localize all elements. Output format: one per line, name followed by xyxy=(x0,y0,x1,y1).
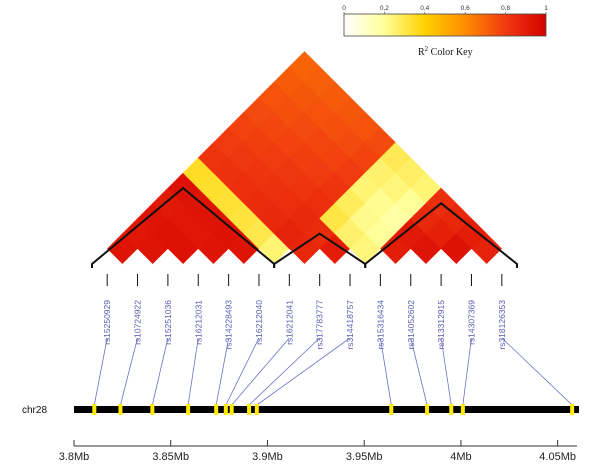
snp-label: rs15250929 xyxy=(102,300,112,345)
snp-connector xyxy=(231,337,290,406)
snp-marker xyxy=(223,404,228,415)
snp-markers xyxy=(92,404,575,415)
color-key-bar xyxy=(343,13,547,37)
snp-marker xyxy=(186,404,191,415)
color-key-ticks: 0 0,2 0,4 0,6 0,8 1 xyxy=(342,5,548,14)
color-key-tick-label: 0,4 xyxy=(420,5,429,12)
snp-label: rs16212040 xyxy=(254,300,264,345)
snp-marker xyxy=(214,404,219,415)
snp-tick-marks xyxy=(106,274,503,286)
diagonal-gap xyxy=(365,248,396,264)
snp-label: rs16212041 xyxy=(284,300,294,345)
diagonal-gap xyxy=(152,248,184,264)
axis-tick-label: 4Mb xyxy=(450,451,471,463)
color-key-tick-label: 0,6 xyxy=(461,5,470,12)
ld-heatmap xyxy=(92,51,517,265)
snp-connector xyxy=(151,337,169,406)
color-key: 0 0,2 0,4 0,6 0,8 1 R2 Color Key xyxy=(342,5,548,58)
diagonal-gap xyxy=(425,248,457,264)
haplotype-block-outline xyxy=(364,202,518,268)
snp-labels: rs15250929 rs10724922 rs15251036 rs16212031… xyxy=(102,300,507,350)
snp-connector xyxy=(440,337,452,406)
snp-label: rs317783777 xyxy=(315,300,325,350)
diagonal-gap xyxy=(304,248,335,264)
diagonal-gap xyxy=(243,248,275,264)
color-key-tick-label: 0 xyxy=(342,5,346,12)
snp-label: rs318126353 xyxy=(497,300,507,350)
diagonal-gap xyxy=(92,248,123,264)
snp-connector xyxy=(256,337,351,406)
chromosome-label: chr28 xyxy=(22,405,47,416)
snp-connector xyxy=(225,337,260,406)
color-key-title: R2 Color Key xyxy=(418,45,473,58)
snp-label: rs315316434 xyxy=(375,300,385,350)
diagonal-gap xyxy=(456,248,487,264)
axis-tick-label: 3.85Mb xyxy=(152,451,189,463)
snp-connector xyxy=(462,337,472,406)
color-key-tick-label: 0,8 xyxy=(501,5,510,12)
diagonal-gap xyxy=(274,248,305,264)
diagonal-gap xyxy=(486,248,517,264)
snp-position-connectors xyxy=(93,337,573,406)
diagonal-gap xyxy=(122,248,153,264)
snp-connector xyxy=(501,337,573,406)
snp-label: rs313312915 xyxy=(436,300,446,350)
snp-connector xyxy=(379,337,392,406)
snp-marker xyxy=(229,404,234,415)
snp-label: rs314418757 xyxy=(345,300,355,350)
diagonal-gap xyxy=(395,248,426,264)
snp-marker xyxy=(247,404,252,415)
chromosome-bar xyxy=(74,406,579,413)
snp-connector xyxy=(187,337,199,406)
snp-marker xyxy=(150,404,155,415)
snp-marker xyxy=(389,404,394,415)
snp-connector xyxy=(248,337,320,406)
snp-label: rs314228493 xyxy=(224,300,234,350)
snp-connector xyxy=(410,337,428,406)
snp-marker xyxy=(92,404,97,415)
diagonal-gap xyxy=(183,248,214,264)
snp-label: rs10724922 xyxy=(133,300,143,345)
axis-tick-label: 3.9Mb xyxy=(252,451,283,463)
diagonal-gap xyxy=(334,248,366,264)
snp-marker xyxy=(118,404,123,415)
snp-label: rs314052602 xyxy=(406,300,416,350)
snp-connector xyxy=(215,337,230,406)
snp-label: rs16212031 xyxy=(193,300,203,345)
snp-marker xyxy=(425,404,430,415)
snp-connector xyxy=(120,337,138,406)
color-key-tick-label: 0,2 xyxy=(380,5,389,12)
snp-marker xyxy=(460,404,465,415)
color-key-tick-label: 1 xyxy=(544,5,548,12)
snp-connector xyxy=(93,337,108,406)
axis-tick-label: 4.05Mb xyxy=(539,451,576,463)
axis-tick-label: 3.95Mb xyxy=(346,451,383,463)
position-axis: 3.8Mb 3.85Mb 3.9Mb 3.95Mb 4Mb 4.05Mb xyxy=(59,440,576,463)
axis-tick-label: 3.8Mb xyxy=(59,451,90,463)
diagonal-gap xyxy=(213,248,244,264)
snp-marker xyxy=(449,404,454,415)
haplotype-blocks xyxy=(91,186,518,268)
snp-marker xyxy=(254,404,259,415)
snp-label: rs15251036 xyxy=(163,300,173,345)
snp-label: rs14307369 xyxy=(466,300,476,345)
snp-marker xyxy=(570,404,575,415)
